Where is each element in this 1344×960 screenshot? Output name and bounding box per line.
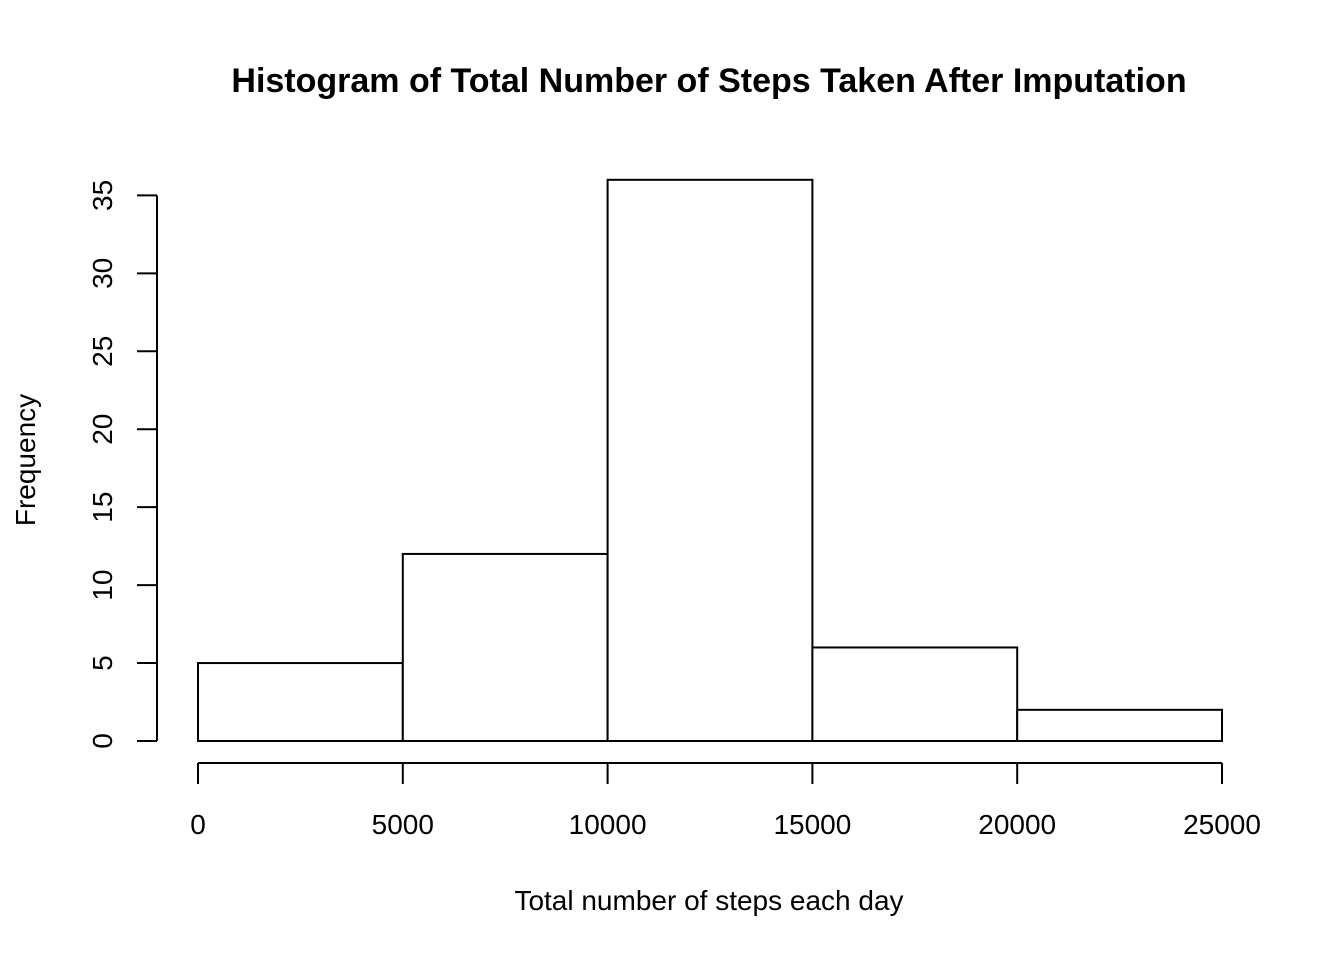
histogram-bar-0	[197, 662, 404, 742]
y-tick-label-6: 30	[87, 258, 118, 289]
x-tick-label-3: 15000	[773, 809, 851, 840]
y-tick-label-7: 35	[87, 180, 118, 211]
y-tick-label-5: 25	[87, 336, 118, 367]
histogram-bar-2	[606, 178, 814, 743]
x-tick-label-0: 0	[190, 809, 206, 840]
y-tick-label-4: 20	[87, 414, 118, 445]
x-axis: 0 5000 10000 15000 20000 25000	[190, 762, 1261, 840]
x-tick-label-1: 5000	[372, 809, 434, 840]
x-tick-label-2: 10000	[569, 809, 647, 840]
x-tick-label-5: 25000	[1183, 809, 1261, 840]
histogram-bars	[197, 178, 1224, 743]
y-tick-label-0: 0	[87, 733, 118, 749]
y-tick-label-2: 10	[87, 570, 118, 601]
histogram-bar-4	[1016, 708, 1224, 743]
histogram-bar-3	[811, 646, 1019, 742]
y-tick-label-3: 15	[87, 492, 118, 523]
y-tick-label-1: 5	[87, 655, 118, 671]
y-axis: 0 5 10 15 20 25 30 35	[87, 180, 158, 749]
histogram-bar-1	[401, 552, 609, 742]
y-axis-label: Frequency	[10, 394, 41, 526]
x-tick-label-4: 20000	[978, 809, 1056, 840]
x-axis-label: Total number of steps each day	[514, 885, 903, 916]
chart-title: Histogram of Total Number of Steps Taken…	[231, 62, 1186, 100]
